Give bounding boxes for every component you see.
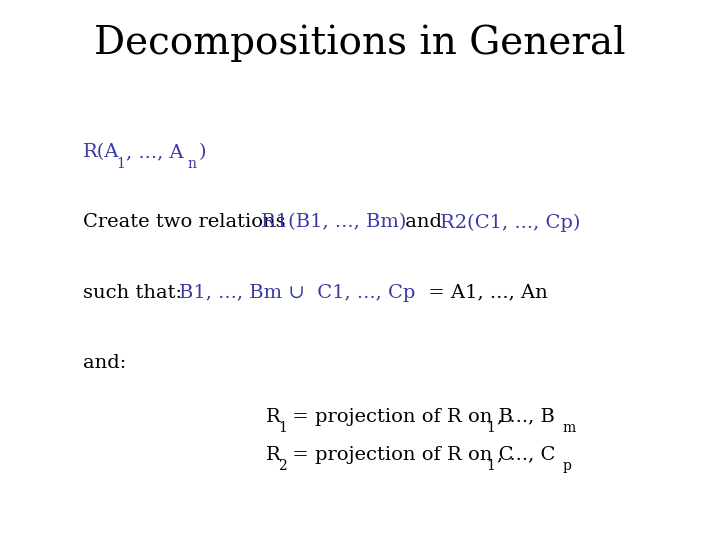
Text: R: R [266, 408, 281, 426]
Text: 1: 1 [486, 459, 495, 473]
Text: B1, ..., Bm ∪  C1, ..., Cp: B1, ..., Bm ∪ C1, ..., Cp [179, 284, 415, 301]
Text: , ..., B: , ..., B [497, 408, 554, 426]
Text: R2(C1, ..., Cp): R2(C1, ..., Cp) [440, 213, 580, 232]
Text: R: R [266, 446, 281, 463]
Text: 1: 1 [116, 157, 125, 171]
Text: ): ) [199, 143, 206, 161]
Text: = projection of R on C: = projection of R on C [286, 446, 513, 463]
Text: Decompositions in General: Decompositions in General [94, 24, 626, 62]
Text: such that:: such that: [83, 284, 188, 301]
Text: m: m [562, 421, 575, 435]
Text: , ..., C: , ..., C [497, 446, 555, 463]
Text: and: and [399, 213, 448, 231]
Text: = A1, ..., An: = A1, ..., An [422, 284, 548, 301]
Text: 2: 2 [278, 459, 287, 473]
Text: 1: 1 [486, 421, 495, 435]
Text: R(A: R(A [83, 143, 120, 161]
Text: p: p [562, 459, 571, 473]
Text: = projection of R on B: = projection of R on B [286, 408, 513, 426]
Text: Create two relations: Create two relations [83, 213, 292, 231]
Text: and:: and: [83, 354, 126, 372]
Text: n: n [188, 157, 197, 171]
Text: 1: 1 [278, 421, 287, 435]
Text: R1(B1, ..., Bm): R1(B1, ..., Bm) [261, 213, 406, 231]
Text: , ..., A: , ..., A [126, 143, 184, 161]
